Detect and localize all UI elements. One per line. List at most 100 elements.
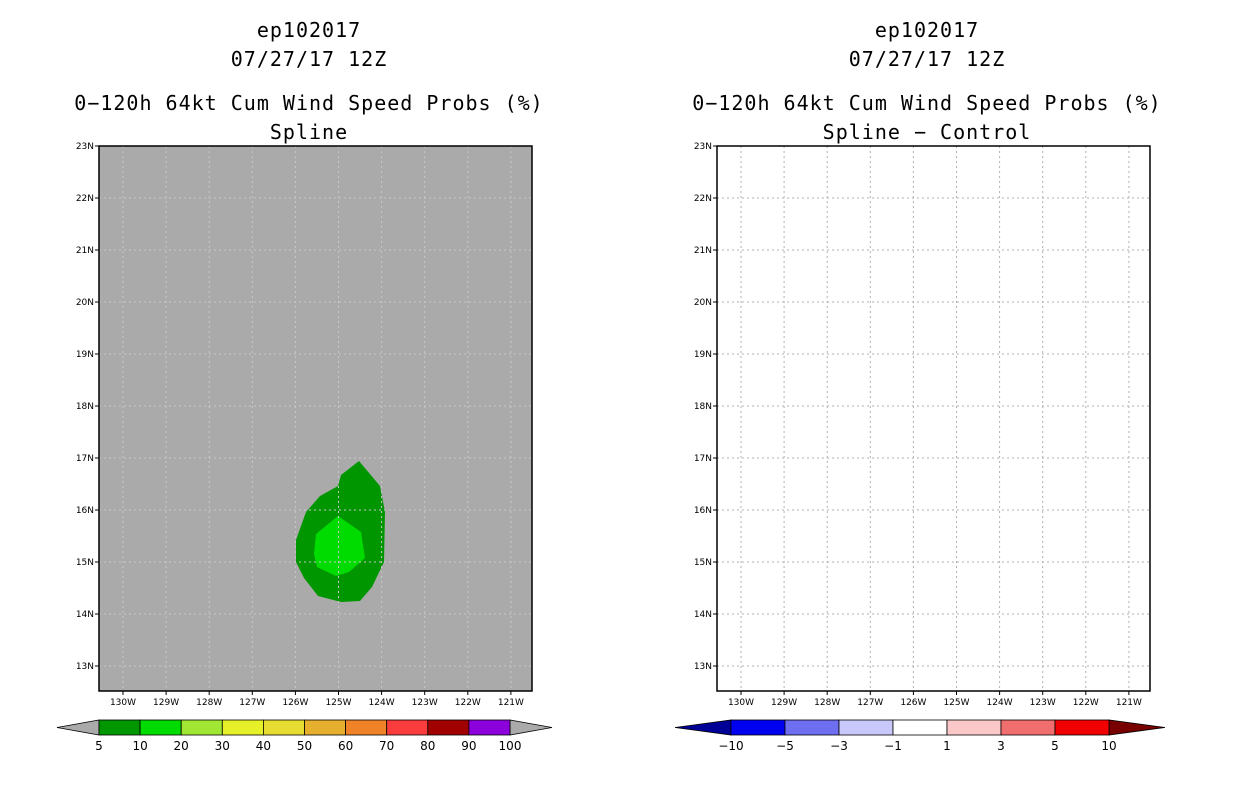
- colorbar-label: 90: [461, 739, 476, 753]
- lon-label: 130W: [728, 698, 754, 708]
- lon-label: 124W: [369, 698, 395, 708]
- lat-label: 20N: [694, 298, 712, 308]
- lon-label: 130W: [110, 698, 136, 708]
- left-lon-labels: 130W 129W 128W 127W 126W 125W 124W 123W 122W 121W: [110, 691, 524, 708]
- storm-id-title: ep102017: [874, 18, 980, 42]
- lon-label: 123W: [412, 698, 438, 708]
- colorbar-segment: [730, 719, 786, 736]
- lon-label: 128W: [814, 698, 840, 708]
- colorbar-end-triangle: [674, 719, 732, 736]
- colorbar-label: 10: [1101, 739, 1116, 753]
- colorbar-label: 80: [420, 739, 435, 753]
- colorbar-label: 40: [256, 739, 271, 753]
- colorbar-segment: [139, 719, 182, 736]
- subtitle: Spline: [269, 120, 349, 144]
- plot-background: [717, 146, 1150, 691]
- datetime-title: 07/27/17 12Z: [848, 47, 1006, 71]
- colorbar-label: 60: [338, 739, 353, 753]
- colorbar-segment: [98, 719, 141, 736]
- lon-label: 122W: [1073, 698, 1099, 708]
- lon-label: 122W: [455, 698, 481, 708]
- datetime-title: 07/27/17 12Z: [230, 47, 388, 71]
- lat-label: 13N: [694, 662, 712, 672]
- lat-label: 21N: [694, 246, 712, 256]
- lat-label: 20N: [76, 298, 94, 308]
- lon-label: 125W: [943, 698, 969, 708]
- colorbar-label: 30: [215, 739, 230, 753]
- lon-label: 126W: [282, 698, 308, 708]
- lat-label: 23N: [694, 142, 712, 152]
- lon-label: 124W: [987, 698, 1013, 708]
- left-grid: [99, 146, 532, 691]
- colorbar-label: −10: [718, 739, 743, 753]
- colorbar-label: 5: [95, 739, 103, 753]
- colorbar-segment: [304, 719, 346, 736]
- colorbar-end-triangle: [1108, 719, 1166, 736]
- lat-label: 23N: [76, 142, 94, 152]
- probability-contour-10-percent: [314, 516, 365, 576]
- lat-label: 17N: [76, 454, 94, 464]
- lon-label: 127W: [857, 698, 883, 708]
- lon-label: 127W: [239, 698, 265, 708]
- colorbar-segment: [1000, 719, 1056, 736]
- plot-frame: [98, 145, 533, 692]
- colorbar-label: 1: [943, 739, 951, 753]
- right-panel: ep102017 07/27/17 12Z 0−120h 64kt Cum Wi…: [618, 0, 1236, 800]
- lon-label: 123W: [1030, 698, 1056, 708]
- colorbar-segment: [386, 719, 429, 736]
- left-panel: ep102017 07/27/17 12Z 0−120h 64kt Cum Wi…: [56, 18, 553, 753]
- colorbar-label: 5: [1051, 739, 1059, 753]
- subtitle: Spline − Control: [822, 120, 1032, 144]
- lon-label: 121W: [498, 698, 524, 708]
- lat-label: 14N: [694, 610, 712, 620]
- plot-background: [99, 146, 532, 691]
- right-grid: [717, 146, 1150, 691]
- plot-frame: [716, 145, 1151, 692]
- lat-label: 13N: [76, 662, 94, 672]
- colorbar-end-triangle: [56, 719, 100, 736]
- lon-label: 121W: [1116, 698, 1142, 708]
- colorbar-label: −1: [884, 739, 902, 753]
- lon-label: 128W: [196, 698, 222, 708]
- colorbar-segment: [892, 719, 948, 736]
- colorbar-segment: [1054, 719, 1110, 736]
- lat-label: 16N: [694, 506, 712, 516]
- storm-id-title: ep102017: [256, 18, 362, 42]
- colorbar-segment: [838, 719, 894, 736]
- colorbar-segment: [221, 719, 264, 736]
- colorbar-segment: [946, 719, 1002, 736]
- lon-label: 126W: [900, 698, 926, 708]
- lon-label: 129W: [153, 698, 179, 708]
- colorbar-label: −5: [776, 739, 794, 753]
- lat-label: 18N: [694, 402, 712, 412]
- product-title: 0−120h 64kt Cum Wind Speed Probs (%): [74, 91, 544, 115]
- lon-label: 125W: [325, 698, 351, 708]
- lon-label: 129W: [771, 698, 797, 708]
- colorbar-label: 10: [132, 739, 147, 753]
- colorbar-label: 50: [297, 739, 312, 753]
- right-lon-labels: 130W 129W 128W 127W 126W 125W 124W 123W 122W 121W: [728, 691, 1142, 708]
- colorbar-segment: [180, 719, 223, 736]
- lat-label: 17N: [694, 454, 712, 464]
- left-lat-labels: 23N 22N 21N 20N 19N 18N 17N 16N 15N 14N 13N: [76, 142, 99, 672]
- lat-label: 21N: [76, 246, 94, 256]
- lat-label: 22N: [694, 194, 712, 204]
- colorbar-label: 20: [174, 739, 189, 753]
- colorbar-label: 100: [499, 739, 522, 753]
- colorbar-end-triangle: [509, 719, 553, 736]
- colorbar-segment: [784, 719, 840, 736]
- lat-label: 15N: [76, 558, 94, 568]
- lat-label: 22N: [76, 194, 94, 204]
- colorbar-segment: [468, 719, 511, 736]
- lat-label: 19N: [76, 350, 94, 360]
- colorbar-label: −3: [830, 739, 848, 753]
- left-map-svg: 23N 22N 21N 20N 19N 18N 17N 16N 15N 14N 13N 130W 12…: [56, 142, 553, 753]
- right-lat-labels: 23N 22N 21N 20N 19N 18N 17N 16N 15N 14N 13N: [694, 142, 717, 672]
- lat-label: 19N: [694, 350, 712, 360]
- lat-label: 14N: [76, 610, 94, 620]
- product-title: 0−120h 64kt Cum Wind Speed Probs (%): [692, 91, 1162, 115]
- lat-label: 16N: [76, 506, 94, 516]
- lat-label: 18N: [76, 402, 94, 412]
- colorbar-label: 3: [997, 739, 1005, 753]
- colorbar-label: 70: [379, 739, 394, 753]
